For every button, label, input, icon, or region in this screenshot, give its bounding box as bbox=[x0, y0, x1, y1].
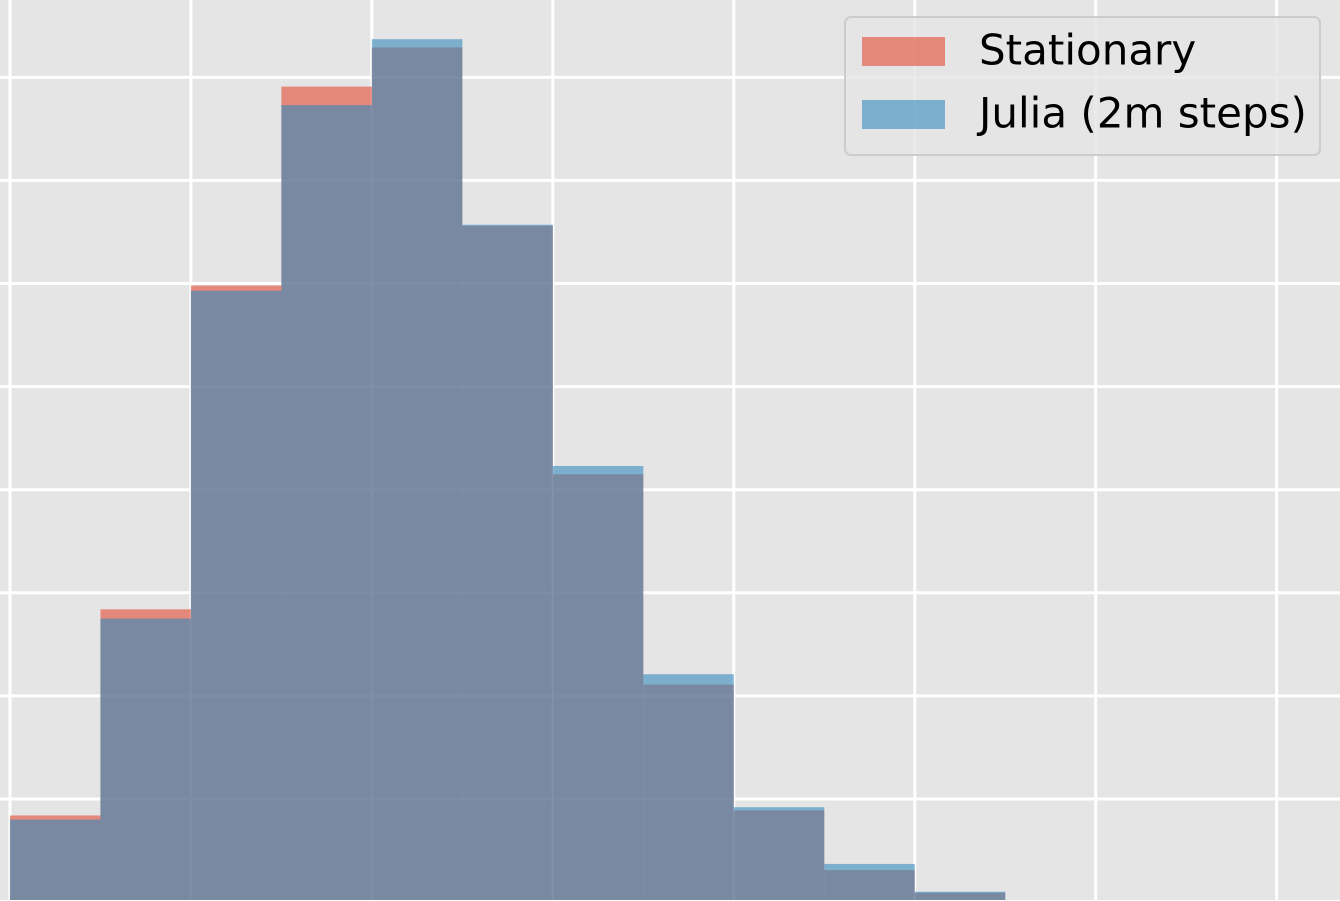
legend-box bbox=[844, 16, 1321, 156]
bar bbox=[552, 465, 644, 900]
bar bbox=[190, 290, 282, 900]
bar bbox=[643, 674, 734, 900]
legend-swatch bbox=[862, 37, 945, 66]
bar bbox=[9, 819, 101, 900]
legend-swatch bbox=[862, 100, 945, 129]
bar bbox=[100, 618, 191, 900]
bar bbox=[914, 891, 1006, 900]
bar bbox=[824, 863, 915, 900]
bar bbox=[462, 224, 553, 901]
legend-label: Julia (2m steps) bbox=[976, 89, 1307, 138]
bar bbox=[281, 105, 372, 900]
legend-label: Stationary bbox=[979, 26, 1196, 75]
bar bbox=[733, 807, 825, 900]
bar bbox=[371, 39, 463, 901]
